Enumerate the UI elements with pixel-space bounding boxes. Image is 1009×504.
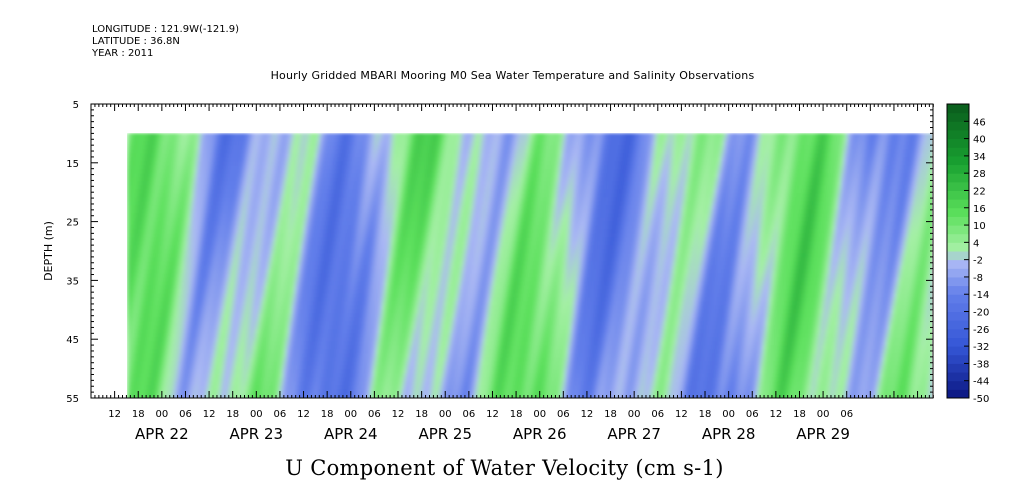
heatmap-cells — [127, 133, 935, 402]
